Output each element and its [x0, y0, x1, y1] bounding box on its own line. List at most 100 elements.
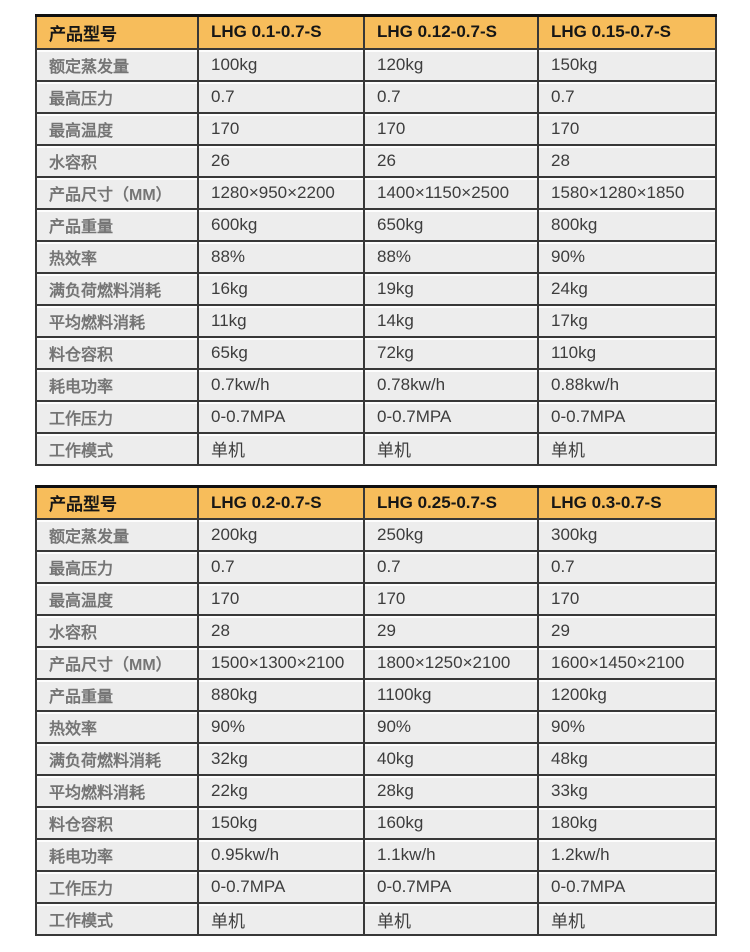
spec-row: 最高温度 170 170 170	[35, 582, 717, 616]
spec-value-cell: 33kg	[537, 774, 717, 808]
spec-value-cell: 28	[537, 143, 717, 178]
spec-value-cell: 0.95kw/h	[197, 838, 365, 872]
spec-label-cell: 工作压力	[35, 870, 199, 904]
spec-row: 产品重量 880kg 1100kg 1200kg	[35, 678, 717, 712]
spec-value-cell: 250kg	[363, 518, 539, 552]
spec-value-cell: 1800×1250×2100	[363, 646, 539, 680]
spec-value-cell: 90%	[363, 710, 539, 744]
spec-value-cell: 14kg	[363, 303, 539, 338]
spec-label-cell: 热效率	[35, 239, 199, 274]
spec-value-cell: 0-0.7MPA	[537, 870, 717, 904]
spec-value-cell: 88%	[197, 239, 365, 274]
model-header-cell: LHG 0.12-0.7-S	[363, 14, 539, 50]
spec-value-cell: 0.7	[363, 79, 539, 114]
spec-value-cell: 1580×1280×1850	[537, 175, 717, 210]
spec-row: 耗电功率 0.7kw/h 0.78kw/h 0.88kw/h	[35, 367, 717, 402]
spec-value-cell: 0.88kw/h	[537, 367, 717, 402]
spec-row: 工作模式 单机 单机 单机	[35, 902, 717, 936]
spec-label-cell: 产品尺寸（MM）	[35, 175, 199, 210]
spec-label-cell: 满负荷燃料消耗	[35, 742, 199, 776]
spec-value-cell: 29	[363, 614, 539, 648]
spec-row: 热效率 88% 88% 90%	[35, 239, 717, 274]
spec-value-cell: 0-0.7MPA	[197, 399, 365, 434]
spec-value-cell: 单机	[537, 902, 717, 936]
spec-value-cell: 300kg	[537, 518, 717, 552]
spec-value-cell: 11kg	[197, 303, 365, 338]
spec-value-cell: 0.7	[197, 550, 365, 584]
spec-label-cell: 平均燃料消耗	[35, 303, 199, 338]
spec-value-cell: 170	[363, 111, 539, 146]
spec-row: 料仓容积 65kg 72kg 110kg	[35, 335, 717, 370]
spec-value-cell: 170	[363, 582, 539, 616]
spec-row: 耗电功率 0.95kw/h 1.1kw/h 1.2kw/h	[35, 838, 717, 872]
spec-table-2: 产品型号 LHG 0.2-0.7-S LHG 0.25-0.7-S LHG 0.3-0…	[35, 484, 717, 936]
spec-label-cell: 产品重量	[35, 678, 199, 712]
spec-value-cell: 170	[197, 111, 365, 146]
spec-label-cell: 工作模式	[35, 902, 199, 936]
spec-label-cell: 水容积	[35, 143, 199, 178]
spec-value-cell: 90%	[537, 239, 717, 274]
spec-value-cell: 1400×1150×2500	[363, 175, 539, 210]
spec-label-cell: 最高压力	[35, 550, 199, 584]
spec-row: 工作压力 0-0.7MPA 0-0.7MPA 0-0.7MPA	[35, 870, 717, 904]
spec-value-cell: 1280×950×2200	[197, 175, 365, 210]
spec-value-cell: 26	[363, 143, 539, 178]
spec-table-1: 产品型号 LHG 0.1-0.7-S LHG 0.12-0.7-S LHG 0.15-…	[35, 14, 717, 466]
model-header-cell: LHG 0.15-0.7-S	[537, 14, 717, 50]
spec-value-cell: 32kg	[197, 742, 365, 776]
spec-value-cell: 26	[197, 143, 365, 178]
spec-value-cell: 单机	[537, 431, 717, 466]
spec-value-cell: 28	[197, 614, 365, 648]
spec-label-cell: 耗电功率	[35, 367, 199, 402]
model-header-cell: LHG 0.3-0.7-S	[537, 485, 717, 520]
spec-value-cell: 600kg	[197, 207, 365, 242]
spec-value-cell: 200kg	[197, 518, 365, 552]
model-header-row: 产品型号 LHG 0.2-0.7-S LHG 0.25-0.7-S LHG 0.3-0…	[35, 485, 717, 520]
spec-value-cell: 1.2kw/h	[537, 838, 717, 872]
spec-value-cell: 0.7	[537, 550, 717, 584]
spec-value-cell: 100kg	[197, 47, 365, 82]
model-header-row: 产品型号 LHG 0.1-0.7-S LHG 0.12-0.7-S LHG 0.15-…	[35, 14, 717, 50]
spec-value-cell: 90%	[537, 710, 717, 744]
spec-value-cell: 120kg	[363, 47, 539, 82]
spec-label-cell: 产品重量	[35, 207, 199, 242]
spec-value-cell: 150kg	[537, 47, 717, 82]
spec-value-cell: 0.78kw/h	[363, 367, 539, 402]
spec-row: 最高压力 0.7 0.7 0.7	[35, 550, 717, 584]
spec-row: 额定蒸发量 200kg 250kg 300kg	[35, 518, 717, 552]
spec-label-cell: 工作模式	[35, 431, 199, 466]
spec-value-cell: 170	[537, 582, 717, 616]
spec-value-cell: 单机	[363, 431, 539, 466]
spec-row: 平均燃料消耗 22kg 28kg 33kg	[35, 774, 717, 808]
spec-row: 料仓容积 150kg 160kg 180kg	[35, 806, 717, 840]
spec-value-cell: 单机	[197, 902, 365, 936]
spec-value-cell: 17kg	[537, 303, 717, 338]
model-header-label: 产品型号	[35, 14, 199, 50]
model-header-cell: LHG 0.2-0.7-S	[197, 485, 365, 520]
spec-label-cell: 最高温度	[35, 582, 199, 616]
spec-row: 最高温度 170 170 170	[35, 111, 717, 146]
spec-value-cell: 29	[537, 614, 717, 648]
model-header-cell: LHG 0.25-0.7-S	[363, 485, 539, 520]
spec-value-cell: 22kg	[197, 774, 365, 808]
spec-value-cell: 880kg	[197, 678, 365, 712]
spec-row: 水容积 26 26 28	[35, 143, 717, 178]
spec-label-cell: 平均燃料消耗	[35, 774, 199, 808]
spec-value-cell: 88%	[363, 239, 539, 274]
spec-value-cell: 65kg	[197, 335, 365, 370]
spec-value-cell: 1600×1450×2100	[537, 646, 717, 680]
spec-label-cell: 额定蒸发量	[35, 47, 199, 82]
spec-value-cell: 0-0.7MPA	[197, 870, 365, 904]
spec-value-cell: 800kg	[537, 207, 717, 242]
spec-label-cell: 耗电功率	[35, 838, 199, 872]
spec-label-cell: 热效率	[35, 710, 199, 744]
spec-row: 产品重量 600kg 650kg 800kg	[35, 207, 717, 242]
spec-value-cell: 90%	[197, 710, 365, 744]
spec-value-cell: 110kg	[537, 335, 717, 370]
spec-value-cell: 0.7	[363, 550, 539, 584]
spec-label-cell: 最高温度	[35, 111, 199, 146]
spec-value-cell: 0.7	[537, 79, 717, 114]
spec-value-cell: 40kg	[363, 742, 539, 776]
spec-row: 满负荷燃料消耗 32kg 40kg 48kg	[35, 742, 717, 776]
